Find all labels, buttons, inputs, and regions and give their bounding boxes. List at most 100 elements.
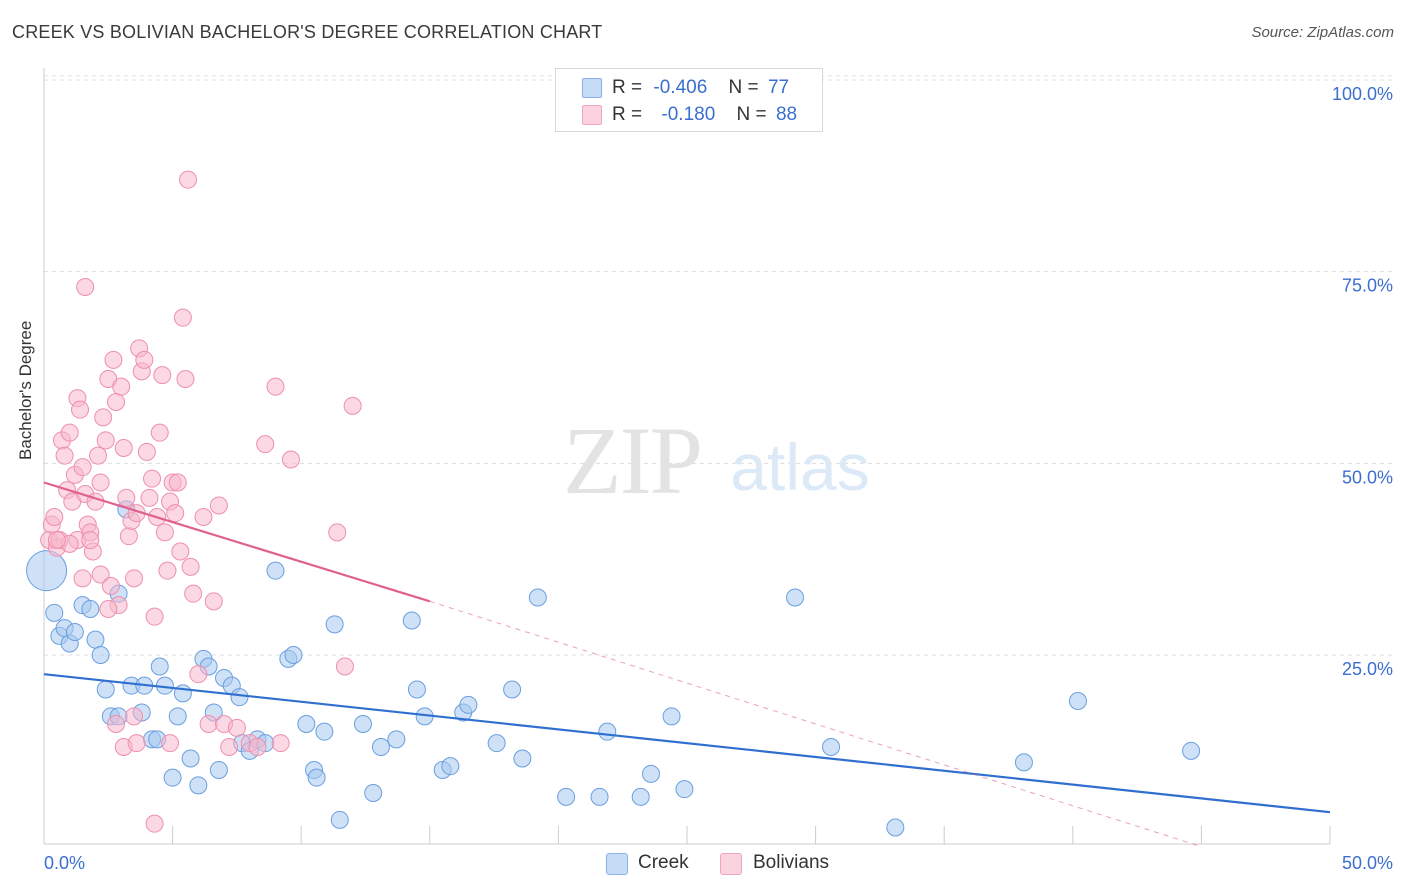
grid-lines: [44, 75, 1392, 656]
data-point-bolivians: [271, 734, 290, 753]
bottom-legend-bolivians: Bolivians: [753, 852, 830, 873]
data-point-creek: [557, 787, 576, 806]
data-point-bolivians: [158, 561, 177, 580]
data-point-creek: [886, 818, 905, 837]
data-point-bolivians: [143, 469, 162, 488]
data-point-creek: [65, 623, 84, 641]
data-point-creek: [528, 588, 547, 607]
data-point-bolivians: [45, 508, 64, 526]
data-point-creek: [503, 680, 522, 699]
data-point-creek: [1182, 741, 1201, 760]
y-tick-label: 50.0%: [1342, 467, 1393, 487]
data-point-creek: [662, 707, 681, 726]
data-point-creek: [307, 768, 326, 787]
data-point-creek: [353, 715, 372, 733]
data-point-bolivians: [104, 350, 123, 369]
watermark-zip: ZIP: [563, 407, 701, 514]
x-tick-label: 0.0%: [44, 853, 85, 873]
data-point-creek: [81, 600, 100, 618]
data-point-bolivians: [96, 431, 115, 450]
data-point-creek: [487, 734, 506, 753]
data-point-creek: [441, 757, 460, 776]
data-point-bolivians: [89, 446, 108, 465]
data-point-creek: [91, 646, 110, 664]
data-point-bolivians: [71, 400, 90, 419]
data-point-bolivians: [101, 577, 120, 595]
data-point-bolivians: [145, 607, 164, 626]
data-point-bolivians: [220, 738, 239, 756]
data-point-bolivians: [281, 450, 300, 469]
data-point-creek: [315, 722, 334, 741]
series-bolivians: [40, 170, 362, 833]
legend-row-creek: R = -0.406 N = 77: [612, 77, 789, 99]
data-point-bolivians: [179, 170, 198, 189]
data-point-creek: [631, 787, 650, 806]
legend-n-value-creek: 77: [767, 77, 790, 98]
data-point-creek: [189, 776, 208, 795]
data-point-bolivians: [99, 600, 118, 618]
trend-extension-bolivians: [429, 600, 1202, 848]
legend-r-value-creek: -0.406: [653, 77, 708, 98]
legend-n-label: N =: [728, 77, 759, 98]
data-point-bolivians: [127, 734, 146, 753]
y-tick-label: 100.0%: [1332, 84, 1393, 104]
data-point-creek: [230, 688, 249, 707]
data-point-creek: [371, 738, 390, 756]
legend-n-label: N =: [736, 104, 767, 125]
legend-r-value-bolivians: -0.180: [661, 104, 716, 125]
data-point-bolivians: [140, 488, 159, 507]
data-point-bolivians: [119, 527, 138, 546]
data-point-bolivians: [173, 308, 192, 327]
data-point-bolivians: [125, 569, 144, 588]
data-point-bolivians: [107, 715, 126, 733]
data-point-bolivians: [137, 442, 156, 461]
data-point-creek: [297, 715, 316, 733]
data-point-creek: [387, 730, 406, 749]
data-point-creek: [325, 615, 344, 634]
data-point-creek: [330, 810, 349, 829]
data-point-bolivians: [199, 715, 218, 733]
data-point-bolivians: [161, 734, 180, 753]
data-point-creek: [1068, 692, 1087, 710]
data-point-bolivians: [248, 738, 267, 756]
data-point-bolivians: [153, 366, 172, 385]
data-point-bolivians: [155, 523, 174, 542]
data-point-creek: [209, 761, 228, 779]
data-point-creek: [26, 550, 68, 592]
data-point-creek: [364, 784, 383, 802]
legend-n-value-bolivians: 88: [775, 104, 798, 125]
data-point-bolivians: [135, 350, 154, 369]
data-point-bolivians: [171, 542, 190, 561]
data-point-bolivians: [184, 584, 203, 603]
y-tick-label: 25.0%: [1342, 659, 1393, 679]
stats-legend: R = -0.406 N = 77 R = -0.180 N = 88: [555, 68, 823, 132]
data-point-creek: [641, 764, 660, 783]
data-point-bolivians: [194, 508, 213, 526]
data-point-bolivians: [335, 657, 354, 676]
data-point-creek: [459, 695, 478, 714]
data-point-bolivians: [328, 523, 347, 542]
data-point-bolivians: [204, 592, 223, 611]
data-point-bolivians: [94, 408, 113, 427]
trend-lines: [43, 481, 1331, 848]
data-point-bolivians: [189, 665, 208, 684]
data-point-bolivians: [166, 504, 185, 523]
data-point-creek: [675, 780, 694, 799]
axes: [43, 68, 1331, 845]
data-point-creek: [284, 646, 303, 664]
tick-labels: 25.0% 50.0% 75.0% 100.0% 0.0% 50.0%: [44, 84, 1393, 873]
data-point-creek: [45, 603, 64, 622]
legend-row-bolivians: R = -0.180 N = 88: [612, 104, 797, 126]
data-point-bolivians: [209, 496, 228, 515]
data-point-creek: [1014, 753, 1033, 772]
data-point-bolivians: [73, 569, 92, 588]
data-point-bolivians: [125, 707, 144, 726]
bottom-legend-swatch-bolivians: [720, 853, 742, 875]
trend-line-bolivians: [43, 481, 431, 603]
data-point-creek: [86, 630, 105, 649]
data-point-creek: [163, 768, 182, 787]
data-point-bolivians: [150, 423, 169, 442]
legend-swatch-creek: [582, 78, 602, 98]
data-point-bolivians: [227, 718, 246, 737]
